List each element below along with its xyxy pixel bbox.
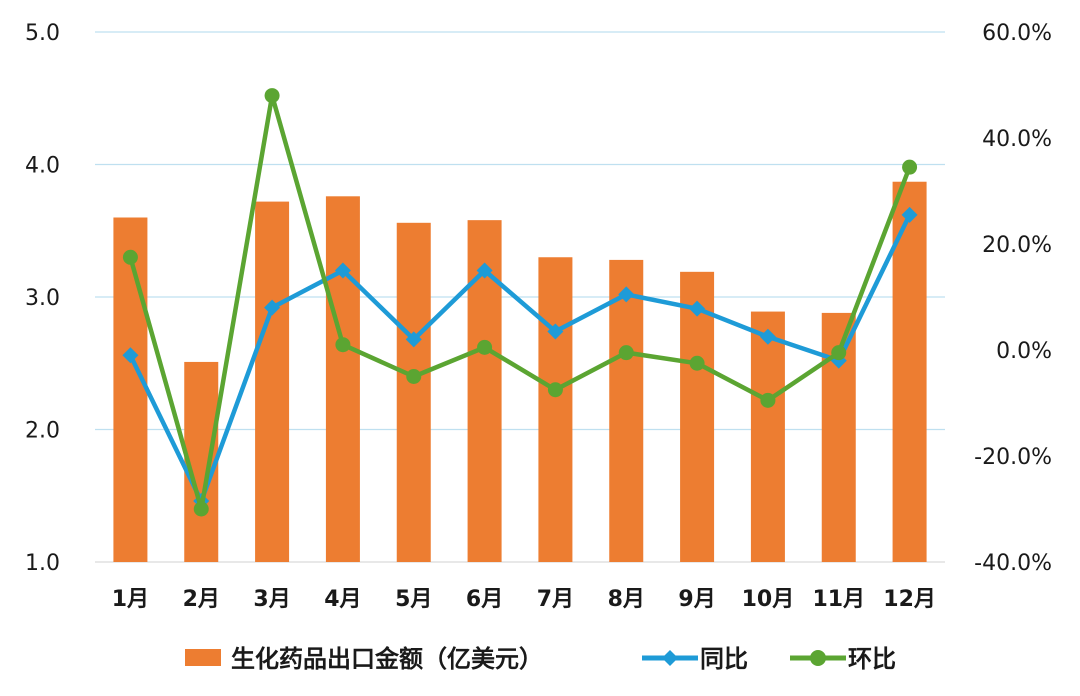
x-axis-tick: 10月 [742, 587, 795, 612]
left-axis-tick: 1.0 [25, 551, 60, 576]
data-point [902, 159, 918, 175]
legend-label-mom: 环比 [848, 645, 896, 673]
right-axis-tick: 60.0% [982, 21, 1052, 46]
left-axis-tick: 5.0 [25, 21, 60, 46]
bar [255, 201, 290, 562]
bar [892, 181, 927, 562]
series-line [128, 213, 912, 504]
right-axis-tick: 40.0% [982, 127, 1052, 152]
data-point [547, 323, 564, 340]
data-point [831, 345, 847, 361]
data-point [122, 347, 139, 364]
bar [680, 271, 715, 562]
data-point [264, 299, 281, 316]
x-axis-tick: 4月 [324, 587, 361, 612]
left-axis-tick: 2.0 [25, 419, 60, 444]
left-axis-tick: 3.0 [25, 286, 60, 311]
data-point [689, 355, 705, 371]
legend-swatch-bar [185, 649, 221, 666]
data-point [618, 286, 635, 303]
data-point [760, 392, 776, 408]
data-point [618, 345, 634, 361]
line-series [122, 88, 918, 517]
x-axis-tick: 2月 [183, 587, 220, 612]
right-axis-tick: 0.0% [996, 339, 1052, 364]
right-axis-tick-labels: -40.0% -20.0% 0.0% 20.0% 40.0% 60.0% [974, 21, 1052, 576]
legend-swatch-yoy-marker [662, 650, 678, 666]
bar [113, 217, 148, 562]
x-axis-tick: 9月 [678, 587, 715, 612]
x-axis-tick: 8月 [608, 587, 645, 612]
bar [325, 196, 360, 563]
bar [538, 257, 573, 562]
data-point [334, 262, 351, 279]
left-axis-tick: 4.0 [25, 154, 60, 179]
data-point [476, 262, 493, 279]
x-axis-tick: 7月 [537, 587, 574, 612]
bar [750, 311, 785, 562]
x-axis-tick-labels: 1月 2月 3月 4月 5月 6月 7月 8月 9月 10月 11月 12月 [112, 587, 936, 612]
legend-swatch-mom-marker [810, 650, 826, 666]
left-axis-tick-labels: 1.0 2.0 3.0 4.0 5.0 [25, 21, 60, 576]
data-point [405, 331, 422, 348]
legend: 生化药品出口金额（亿美元） 同比 环比 [185, 645, 896, 673]
data-point [759, 328, 776, 345]
bar [609, 259, 644, 562]
legend-label-bar: 生化药品出口金额（亿美元） [231, 645, 543, 673]
data-point [335, 337, 351, 353]
data-point [901, 206, 918, 223]
bar [396, 222, 431, 563]
x-axis-tick: 3月 [253, 587, 290, 612]
x-axis-tick: 12月 [883, 587, 936, 612]
x-axis-tick: 1月 [112, 587, 149, 612]
right-axis-tick: -40.0% [974, 551, 1052, 576]
data-point [547, 382, 563, 398]
data-point [689, 300, 706, 317]
bar-series [113, 181, 927, 563]
right-axis-tick: 20.0% [982, 233, 1052, 258]
data-point [406, 369, 422, 384]
series-line [128, 93, 912, 512]
legend-label-yoy: 同比 [700, 645, 748, 673]
x-axis-tick: 5月 [395, 587, 432, 612]
right-axis-tick: -20.0% [974, 445, 1052, 470]
data-point [122, 249, 138, 265]
data-point [264, 88, 280, 104]
x-axis-tick: 11月 [812, 587, 865, 612]
gridlines [95, 31, 945, 563]
data-point [193, 501, 209, 517]
x-axis-tick: 6月 [466, 587, 503, 612]
data-point [477, 339, 493, 355]
